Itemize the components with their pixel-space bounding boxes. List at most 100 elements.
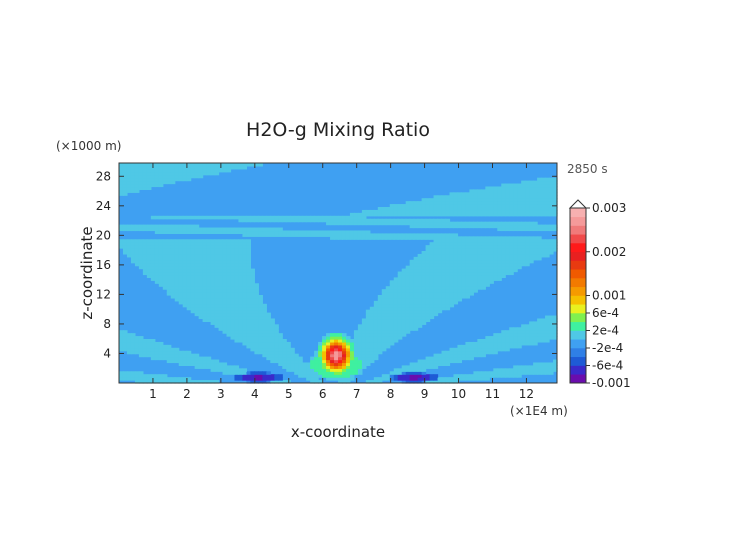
heatmap-cell: [134, 262, 140, 267]
heatmap-cell: [190, 271, 196, 276]
heatmap-cell: [409, 309, 415, 314]
heatmap-cell: [146, 253, 152, 258]
heatmap-cell: [262, 374, 267, 378]
heatmap-cell: [226, 271, 232, 276]
heatmap-cell: [521, 204, 526, 208]
heatmap-cell: [497, 259, 502, 264]
heatmap-cell: [505, 347, 510, 352]
heatmap-cell: [345, 362, 351, 366]
heatmap-cell: [477, 265, 482, 270]
heatmap-cell: [126, 251, 132, 255]
heatmap-cell: [449, 292, 455, 296]
heatmap-cell: [119, 242, 124, 246]
heatmap-cell: [150, 215, 156, 220]
heatmap-cell: [230, 268, 236, 273]
heatmap-cell: [194, 362, 200, 366]
heatmap-cell: [278, 350, 283, 355]
heatmap-cell: [274, 344, 279, 349]
heatmap-cell: [214, 242, 220, 246]
heatmap-cell: [541, 318, 546, 322]
heatmap-cell: [493, 221, 498, 226]
heatmap-cell: [517, 183, 522, 188]
heatmap-cell: [314, 350, 319, 355]
heatmap-cell: [373, 377, 379, 381]
heatmap-cell: [226, 262, 232, 267]
heatmap-cell: [453, 212, 459, 217]
heatmap-cell: [254, 230, 259, 234]
heatmap-cell: [453, 280, 459, 284]
heatmap-cell: [250, 292, 255, 296]
heatmap-cell: [477, 374, 482, 378]
heatmap-cell: [481, 347, 486, 352]
heatmap-cell: [270, 377, 275, 381]
heatmap-cell: [541, 245, 546, 249]
heatmap-cell: [198, 168, 204, 173]
heatmap-cell: [417, 312, 423, 317]
heatmap-cell: [413, 262, 419, 267]
heatmap-cell: [338, 215, 343, 220]
heatmap-cell: [242, 277, 248, 281]
heatmap-cell: [158, 180, 164, 185]
heatmap-cell: [517, 204, 522, 208]
heatmap-cell: [369, 327, 375, 331]
heatmap-cell: [162, 253, 168, 258]
heatmap-cell: [553, 192, 558, 196]
heatmap-cell: [553, 324, 558, 328]
heatmap-cell: [389, 321, 395, 325]
heatmap-cell: [154, 224, 160, 229]
heatmap-cell: [469, 271, 474, 276]
heatmap-cell: [326, 377, 331, 381]
heatmap-cell: [525, 327, 530, 331]
heatmap-cell: [541, 177, 546, 182]
heatmap-cell: [353, 344, 359, 349]
heatmap-cell: [425, 218, 431, 223]
heatmap-cell: [485, 347, 490, 352]
heatmap-cell: [238, 277, 244, 281]
heatmap-cell: [473, 242, 478, 246]
heatmap-cell: [429, 312, 435, 317]
heatmap-cell: [429, 259, 435, 264]
heatmap-cell: [186, 356, 192, 361]
heatmap-cell: [274, 339, 279, 343]
heatmap-cell: [369, 356, 375, 361]
heatmap-cell: [345, 356, 351, 361]
heatmap-cell: [170, 174, 176, 179]
heatmap-cell: [545, 336, 550, 340]
heatmap-cell: [445, 212, 451, 217]
heatmap-cell: [330, 218, 335, 223]
heatmap-cell: [545, 339, 550, 343]
heatmap-cell: [202, 265, 208, 270]
heatmap-cell: [361, 215, 367, 220]
heatmap-cell: [246, 371, 251, 375]
heatmap-cell: [361, 236, 367, 240]
heatmap-cell: [126, 341, 132, 346]
heatmap-cell: [473, 280, 478, 284]
heatmap-cell: [465, 265, 470, 270]
heatmap-cell: [421, 233, 427, 237]
heatmap-cell: [533, 321, 538, 325]
heatmap-cell: [242, 163, 248, 167]
heatmap-cell: [545, 189, 550, 193]
heatmap-cell: [186, 215, 192, 220]
heatmap-cell: [481, 221, 486, 226]
heatmap-cell: [170, 283, 176, 287]
heatmap-cell: [493, 207, 498, 211]
heatmap-cell: [389, 221, 395, 226]
heatmap-cell: [397, 209, 403, 214]
heatmap-cell: [405, 221, 411, 226]
heatmap-cell: [234, 245, 240, 249]
heatmap-cell: [377, 344, 383, 349]
heatmap-cell: [389, 303, 395, 308]
heatmap-cell: [481, 253, 486, 258]
heatmap-cell: [521, 253, 526, 258]
heatmap-cell: [146, 174, 152, 179]
heatmap-cell: [258, 333, 263, 337]
heatmap-cell: [182, 256, 188, 261]
heatmap-cell: [334, 333, 339, 337]
heatmap-cell: [234, 230, 240, 234]
heatmap-cell: [146, 256, 152, 261]
heatmap-cell: [377, 380, 383, 384]
heatmap-cell: [421, 286, 427, 290]
heatmap-cell: [513, 224, 518, 229]
heatmap-cell: [533, 239, 538, 243]
